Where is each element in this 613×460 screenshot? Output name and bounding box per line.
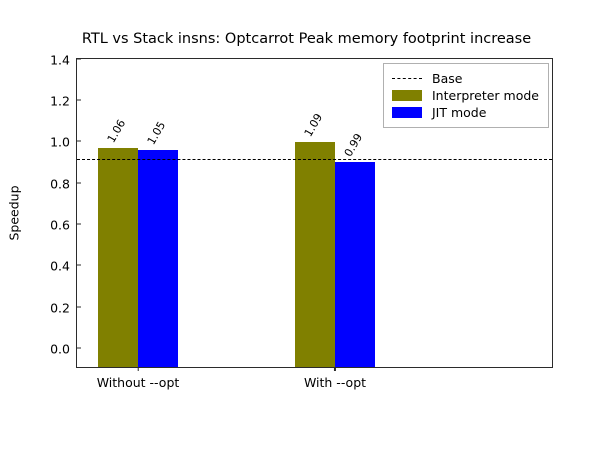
y-axis-tick-mark — [77, 223, 81, 225]
y-axis-tick-mark — [77, 264, 81, 266]
bar: 0.99 — [335, 132, 375, 367]
y-axis-tick: 1.2 — [50, 91, 81, 110]
y-axis-tick: 0.8 — [50, 173, 81, 192]
chart-title: RTL vs Stack insns: Optcarrot Peak memor… — [81, 31, 532, 47]
y-axis-tick-label: 1.0 — [50, 134, 70, 150]
y-axis-tick-mark — [77, 182, 81, 184]
baseline-reference-line — [77, 159, 552, 161]
plot-inner: 0.0 0.2 0.4 0.6 0.8 1.0 1.2 1.4 Without --opt Wi… — [50, 52, 552, 390]
x-axis-tick-mark — [334, 367, 336, 371]
y-axis-tick-label: 1.4 — [50, 52, 70, 68]
legend-label: Interpreter mode — [432, 88, 539, 103]
y-axis-tick-label: 0.2 — [50, 300, 70, 316]
legend-item: JIT mode — [392, 104, 539, 121]
x-axis-tick-mark — [137, 367, 139, 371]
legend-item: Interpreter mode — [392, 87, 539, 104]
legend-item: Base — [392, 70, 539, 87]
y-axis-label: Speedup — [6, 185, 22, 241]
y-axis-tick-mark — [77, 99, 81, 101]
bar-value-label: 0.99 — [341, 131, 366, 160]
x-axis-tick: With --opt — [304, 367, 366, 390]
y-axis-tick-label: 1.2 — [50, 93, 70, 109]
x-axis-tick-label: Without --opt — [96, 375, 180, 390]
y-axis-tick-label: 0.4 — [50, 258, 70, 274]
legend-color-swatch — [392, 107, 422, 118]
y-axis-tick-mark — [77, 140, 81, 142]
bar: 1.05 — [138, 119, 178, 367]
y-axis-tick-label: 0.8 — [50, 176, 70, 192]
y-axis-tick: 0.6 — [50, 215, 81, 234]
bar-value-label: 1.06 — [104, 117, 129, 145]
bar: 1.06 — [98, 117, 138, 367]
y-axis-tick-mark — [77, 306, 81, 308]
bar-value-label: 1.09 — [301, 111, 326, 139]
legend-color-swatch — [392, 90, 422, 101]
y-axis-tick-mark — [77, 347, 81, 349]
legend-line-icon — [392, 78, 422, 79]
y-axis-tick-label: 0.6 — [50, 217, 70, 233]
y-axis-tick: 0.0 — [50, 339, 81, 358]
legend-label: JIT mode — [432, 105, 487, 120]
bar-value-label: 1.05 — [144, 119, 169, 147]
y-axis-tick: 1.0 — [50, 132, 81, 151]
y-axis-tick: 1.4 — [50, 49, 81, 68]
plot-area: 0.0 0.2 0.4 0.6 0.8 1.0 1.2 1.4 Without --opt Wi… — [50, 52, 553, 390]
y-axis-tick: 0.2 — [50, 297, 81, 316]
x-axis-tick-label: With --opt — [303, 375, 367, 390]
legend: Base Interpreter mode JIT mode — [383, 63, 549, 128]
y-axis-tick-label: 0.0 — [50, 341, 70, 357]
x-axis-tick: Without --opt — [96, 367, 180, 390]
bar: 1.09 — [295, 111, 335, 367]
legend-label: Base — [432, 71, 463, 86]
y-axis-tick-mark — [77, 58, 81, 60]
y-axis-tick: 0.4 — [50, 256, 81, 275]
